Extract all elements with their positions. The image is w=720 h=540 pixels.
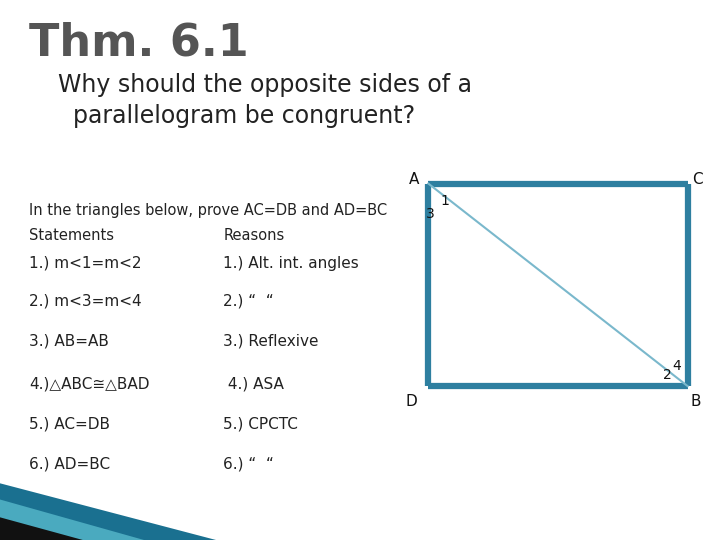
Polygon shape bbox=[0, 500, 144, 540]
Text: A: A bbox=[409, 172, 419, 187]
Polygon shape bbox=[0, 483, 216, 540]
Text: 2.) “  “: 2.) “ “ bbox=[223, 294, 274, 309]
Text: B: B bbox=[691, 394, 701, 409]
Text: D: D bbox=[405, 394, 417, 409]
Text: 2.) m<3=m<4: 2.) m<3=m<4 bbox=[29, 294, 141, 309]
Text: 3.) AB=AB: 3.) AB=AB bbox=[29, 333, 109, 348]
Text: 6.) AD=BC: 6.) AD=BC bbox=[29, 456, 110, 471]
Text: Statements: Statements bbox=[29, 228, 114, 243]
Text: 3.) Reflexive: 3.) Reflexive bbox=[223, 333, 319, 348]
Text: Reasons: Reasons bbox=[223, 228, 284, 243]
Text: Thm. 6.1: Thm. 6.1 bbox=[29, 22, 248, 65]
Text: 4.) ASA: 4.) ASA bbox=[223, 376, 284, 392]
Text: In the triangles below, prove AC=DB and AD=BC: In the triangles below, prove AC=DB and … bbox=[29, 202, 387, 218]
Text: 5.) CPCTC: 5.) CPCTC bbox=[223, 417, 298, 432]
Text: 5.) AC=DB: 5.) AC=DB bbox=[29, 417, 109, 432]
Polygon shape bbox=[0, 517, 83, 540]
Text: 4.)△ABC≅△BAD: 4.)△ABC≅△BAD bbox=[29, 376, 149, 392]
Text: Why should the opposite sides of a
  parallelogram be congruent?: Why should the opposite sides of a paral… bbox=[58, 73, 472, 127]
Text: 4: 4 bbox=[672, 359, 681, 373]
Text: 2: 2 bbox=[663, 368, 672, 382]
Text: 1: 1 bbox=[441, 194, 449, 208]
Text: C: C bbox=[693, 172, 703, 187]
Text: 1.) m<1=m<2: 1.) m<1=m<2 bbox=[29, 256, 141, 271]
Text: 6.) “  “: 6.) “ “ bbox=[223, 456, 274, 471]
Text: 3: 3 bbox=[426, 207, 435, 221]
Text: 1.) Alt. int. angles: 1.) Alt. int. angles bbox=[223, 256, 359, 271]
